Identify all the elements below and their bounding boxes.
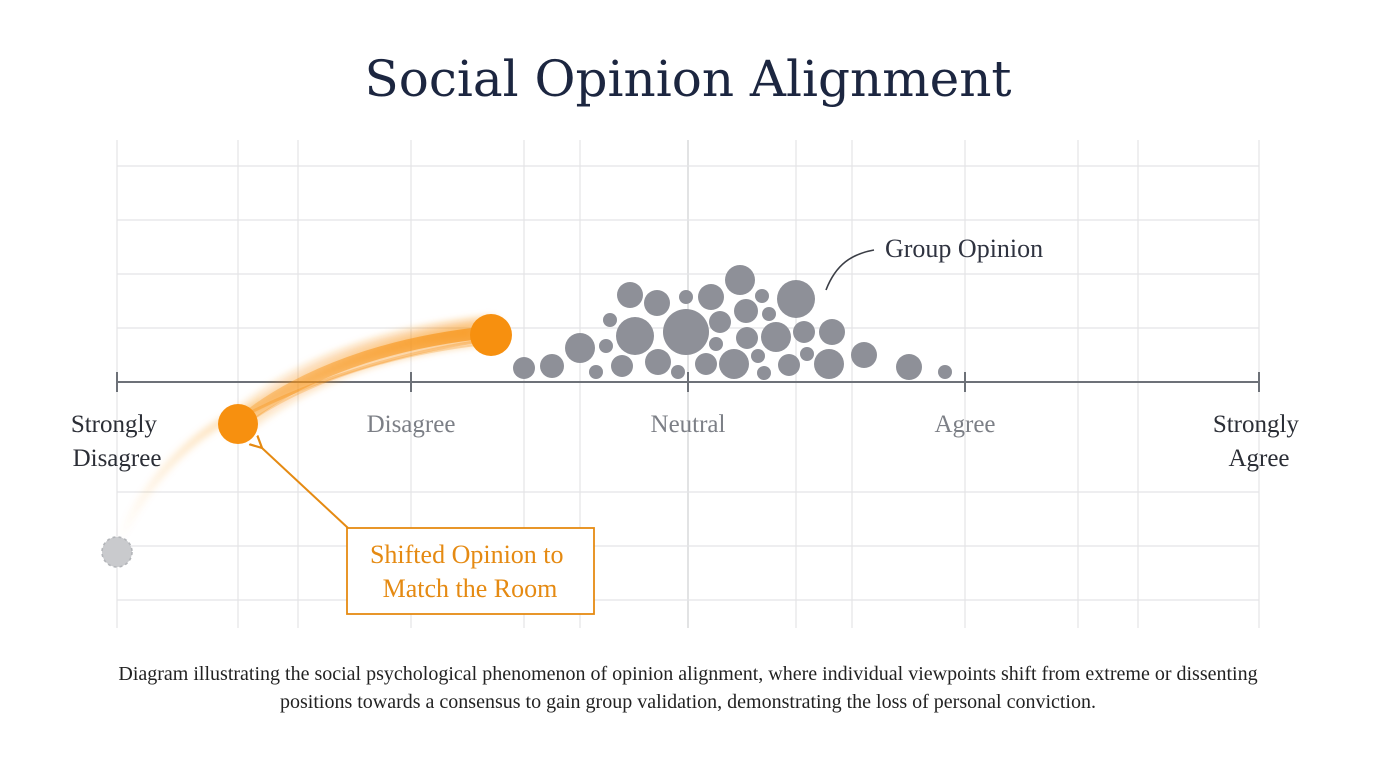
trail-streak [235, 338, 489, 422]
group-member-dot [540, 354, 564, 378]
group-member-dot [709, 337, 723, 351]
individual-opinion-dot [218, 404, 258, 444]
scale-label-strongly-agree: Strongly Agree [1213, 411, 1305, 472]
group-opinion-label: Group Opinion [885, 234, 1043, 263]
group-member-dot [938, 365, 952, 379]
original-opinion-dot [101, 536, 133, 568]
trail-streak [235, 343, 485, 433]
group-member-dot [679, 290, 693, 304]
scale-label-strongly-disagree: Strongly Disagree [71, 411, 163, 472]
group-member-dot [616, 317, 654, 355]
group-member-dot [736, 327, 758, 349]
trail-core [230, 326, 496, 432]
group-opinion-leader-line [825, 249, 875, 291]
shift-callout-label: Shifted Opinion to Match the Room [370, 540, 570, 603]
group-member-dot [663, 309, 709, 355]
shifted-opinion-dot [470, 314, 512, 356]
group-member-dot [671, 365, 685, 379]
group-member-dot [719, 349, 749, 379]
group-member-dot [734, 299, 758, 323]
group-member-dot [695, 353, 717, 375]
page-title: Social Opinion Alignment [364, 50, 1011, 108]
shift-arrow [262, 448, 349, 529]
group-member-dot [611, 355, 633, 377]
group-member-dot [513, 357, 535, 379]
group-member-dot [603, 313, 617, 327]
group-member-dot [725, 265, 755, 295]
scale-label-agree: Agree [934, 411, 995, 438]
group-member-dot [644, 290, 670, 316]
group-member-dot [698, 284, 724, 310]
group-member-dot [793, 321, 815, 343]
group-member-dot [645, 349, 671, 375]
shift-callout-box [346, 527, 595, 615]
scale-labels: Strongly Disagree Disagree Neutral Agree… [71, 411, 1305, 472]
group-member-dot [851, 342, 877, 368]
group-member-dot [896, 354, 922, 380]
group-member-dot [800, 347, 814, 361]
group-member-dot [565, 333, 595, 363]
diagram-caption: Diagram illustrating the social psycholo… [118, 663, 1258, 713]
scale-label-disagree: Disagree [367, 411, 456, 438]
group-member-dot [757, 366, 771, 380]
group-opinion-cluster [513, 265, 952, 380]
group-member-dot [762, 307, 776, 321]
group-member-dot [755, 289, 769, 303]
group-member-dot [814, 349, 844, 379]
group-member-dot [709, 311, 731, 333]
group-member-dot [599, 339, 613, 353]
group-member-dot [819, 319, 845, 345]
scale-label-neutral: Neutral [651, 411, 726, 438]
group-member-dot [617, 282, 643, 308]
group-member-dot [761, 322, 791, 352]
group-member-dot [777, 280, 815, 318]
group-member-dot [589, 365, 603, 379]
group-member-dot [778, 354, 800, 376]
group-member-dot [751, 349, 765, 363]
